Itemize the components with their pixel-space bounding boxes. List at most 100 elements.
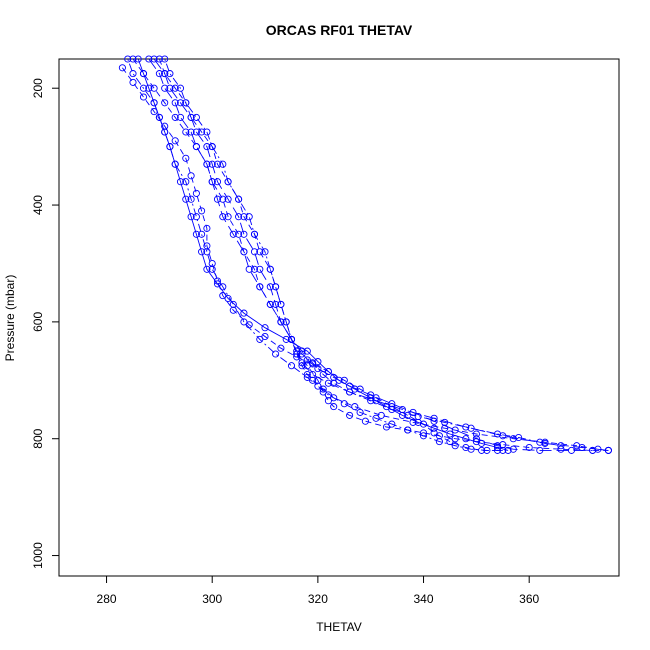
data-point [404, 426, 412, 434]
data-point [139, 70, 148, 78]
data-point [213, 280, 222, 288]
data-point [330, 403, 338, 411]
data-point [187, 195, 195, 203]
data-point [235, 213, 243, 221]
data-point [155, 113, 163, 121]
data-point [293, 353, 301, 361]
data-point [346, 411, 354, 419]
data-point [161, 128, 169, 136]
series-line [158, 58, 609, 451]
data-point [430, 417, 438, 425]
data-point [129, 70, 137, 78]
data-point [166, 70, 174, 78]
data-point [414, 418, 422, 426]
data-point [139, 84, 148, 92]
y-tick-label: 400 [31, 195, 45, 215]
data-point [150, 55, 158, 63]
data-point [203, 242, 211, 250]
data-point [198, 207, 206, 215]
data-point [515, 433, 523, 442]
data-point [525, 443, 533, 452]
data-point [182, 178, 190, 186]
data-point [404, 411, 412, 419]
data-point [504, 446, 512, 454]
data-point [187, 172, 195, 180]
data-point [478, 439, 486, 447]
data-point [187, 128, 195, 136]
data-point [213, 195, 222, 203]
data-point [229, 300, 237, 308]
data-point [472, 430, 480, 438]
data-point [604, 446, 612, 454]
data-point [261, 332, 269, 341]
data-point [272, 350, 280, 358]
data-point [324, 391, 332, 399]
data-point [499, 446, 507, 454]
data-point [134, 55, 142, 63]
data-point [303, 347, 311, 355]
data-point [382, 403, 391, 411]
data-point [282, 318, 290, 326]
data-point [219, 160, 227, 168]
data-point [182, 128, 190, 136]
data-point [250, 265, 259, 273]
data-point [493, 442, 502, 450]
data-point [256, 248, 264, 256]
data-point [129, 55, 137, 63]
data-point [240, 230, 248, 238]
data-point [219, 213, 227, 221]
data-point [219, 195, 227, 203]
data-point [409, 408, 417, 416]
data-point [192, 143, 200, 151]
y-tick-label: 1000 [31, 542, 45, 569]
series-7 [118, 64, 502, 454]
data-point [261, 248, 269, 256]
data-point [176, 113, 185, 121]
data-point [118, 64, 126, 72]
data-point [208, 259, 216, 268]
data-point [272, 283, 280, 291]
data-point [213, 178, 222, 186]
y-axis: 200 400 600 800 1000 [31, 78, 60, 569]
data-point [224, 213, 232, 221]
data-point [176, 178, 185, 186]
data-point [182, 99, 190, 107]
series-line [148, 58, 593, 451]
data-point [256, 265, 264, 273]
series-line [122, 67, 498, 451]
data-point [277, 300, 285, 308]
data-point [493, 430, 502, 438]
data-point [277, 344, 285, 352]
data-point [192, 189, 200, 197]
data-point [224, 178, 232, 186]
data-point [192, 113, 200, 121]
data-point [235, 195, 243, 203]
data-point [446, 438, 454, 446]
data-point [382, 423, 391, 431]
y-tick-label: 800 [31, 428, 45, 448]
data-point [319, 385, 327, 393]
data-point [419, 420, 428, 428]
data-point [161, 84, 169, 92]
data-point [240, 309, 248, 317]
data-point [155, 70, 163, 78]
data-point [182, 195, 190, 203]
data-point [277, 318, 285, 326]
data-point [430, 429, 438, 437]
data-point [467, 424, 475, 432]
x-tick-label: 320 [308, 592, 328, 606]
data-point [235, 230, 243, 238]
data-point [282, 335, 290, 343]
data-point [589, 446, 597, 454]
chart-title: ORCAS RF01 THETAV [266, 22, 413, 38]
data-point [309, 376, 317, 384]
data-point [388, 420, 396, 428]
x-axis-label: THETAV [316, 620, 362, 634]
data-point [176, 99, 185, 107]
data-point [351, 403, 359, 411]
data-point [187, 113, 195, 121]
data-point [567, 446, 576, 454]
data-point [203, 265, 211, 273]
data-point [335, 376, 343, 384]
data-point [245, 265, 253, 273]
